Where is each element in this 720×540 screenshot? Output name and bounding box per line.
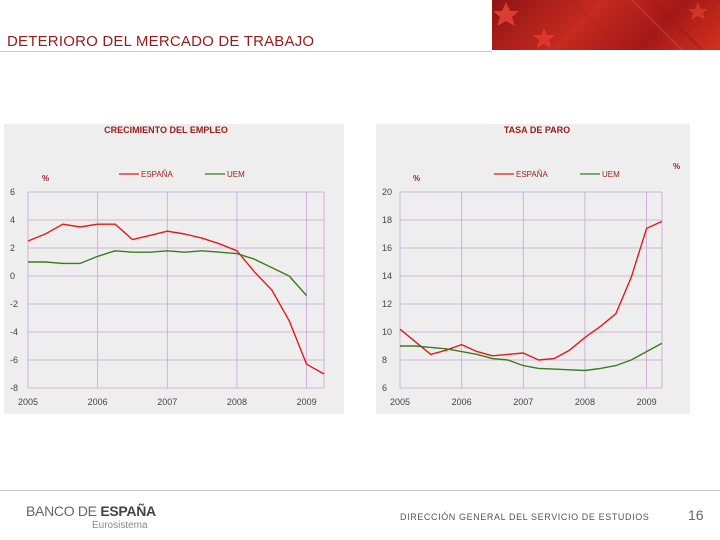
department-label: DIRECCIÓN GENERAL DEL SERVICIO DE ESTUDI… <box>400 512 650 522</box>
y-tick-label: 14 <box>382 271 392 281</box>
chart-panel-background <box>376 124 690 414</box>
legend-label-uem: UEM <box>602 170 620 179</box>
series-line-uem <box>400 342 663 372</box>
y-tick-label: 12 <box>382 299 392 309</box>
y-tick-label: -2 <box>10 299 18 309</box>
y-tick-label: 6 <box>10 187 15 197</box>
y-tick-label: -8 <box>10 383 18 393</box>
x-tick-label: 2006 <box>88 397 108 407</box>
logo-text-2: ESPAÑA <box>100 503 156 519</box>
logo-text-1: BANCO DE <box>26 503 101 519</box>
y-tick-label: 2 <box>10 243 15 253</box>
legend-label-espana: ESPAÑA <box>141 170 174 179</box>
x-tick-label: 2005 <box>390 397 410 407</box>
header-banner-image <box>492 0 720 50</box>
employment-growth-chart: CRECIMIENTO DEL EMPLEO% ESPAÑA UEM 6 4 2 0 -2 -4… <box>4 124 344 414</box>
y-tick-label: -6 <box>10 355 18 365</box>
slide-title: DETERIORO DEL MERCADO DE TRABAJO <box>7 33 315 50</box>
unit-label-right: % <box>673 162 680 171</box>
logo-subtitle: Eurosistema <box>92 520 148 531</box>
unit-label-left: % <box>413 174 420 183</box>
series-line-uem <box>28 250 308 297</box>
y-tick-label: -4 <box>10 327 18 337</box>
footer-divider <box>0 490 720 491</box>
x-tick-label: 2007 <box>513 397 533 407</box>
banner-stars-graphic <box>493 0 708 50</box>
x-tick-label: 2007 <box>157 397 177 407</box>
page-number: 16 <box>688 507 704 523</box>
y-tick-label: 18 <box>382 215 392 225</box>
chart-panel-background <box>4 124 344 414</box>
unemployment-rate-chart: TASA DE PARO%%ESPAÑA UEM20181614121086200… <box>376 124 690 414</box>
legend-label-espana: ESPAÑA <box>516 170 549 179</box>
x-tick-label: 2009 <box>297 397 317 407</box>
series-line-espana <box>27 223 325 375</box>
legend-label-uem: UEM <box>227 170 245 179</box>
y-tick-label: 16 <box>382 243 392 253</box>
x-tick-label: 2008 <box>575 397 595 407</box>
unit-label-left: % <box>42 174 49 183</box>
x-tick-label: 2006 <box>452 397 472 407</box>
x-tick-label: 2008 <box>227 397 247 407</box>
x-tick-label: 2009 <box>637 397 657 407</box>
y-tick-label: 4 <box>10 215 15 225</box>
y-tick-label: 0 <box>10 271 15 281</box>
chart-title: TASA DE PARO <box>504 125 570 135</box>
title-divider <box>0 51 492 52</box>
chart-title: CRECIMIENTO DEL EMPLEO <box>104 125 228 135</box>
y-tick-label: 8 <box>382 355 387 365</box>
series-line-espana <box>399 220 663 361</box>
x-tick-label: 2005 <box>18 397 38 407</box>
bank-logo: BANCO DE ESPAÑA <box>26 503 156 519</box>
y-tick-label: 6 <box>382 383 387 393</box>
y-tick-label: 20 <box>382 187 392 197</box>
y-tick-label: 10 <box>382 327 392 337</box>
